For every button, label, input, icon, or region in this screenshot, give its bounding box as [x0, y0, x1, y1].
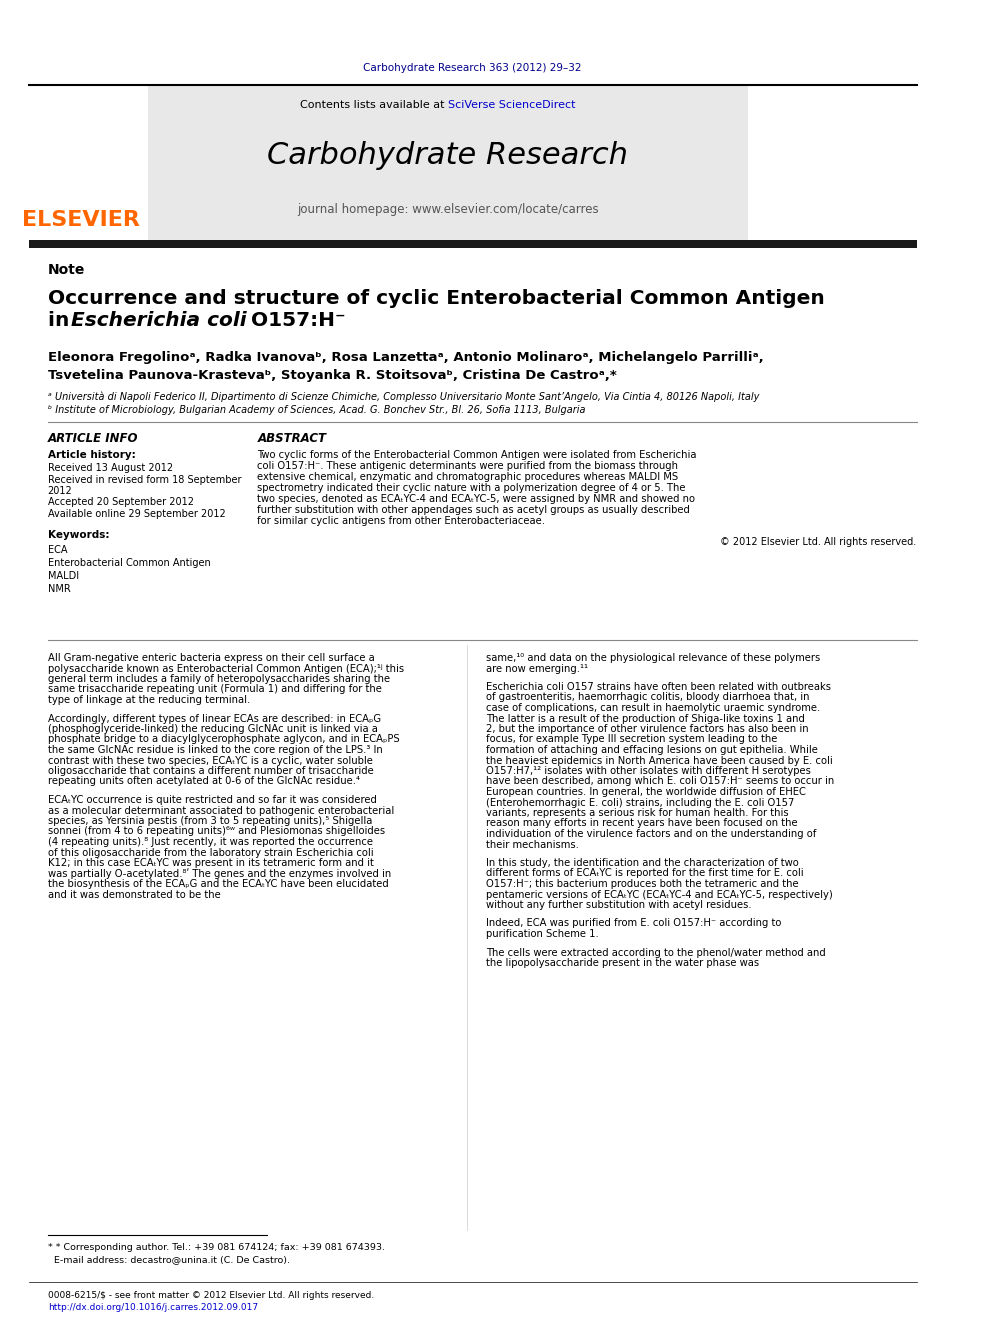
Text: coli O157:H⁻. These antigenic determinants were purified from the biomass throug: coli O157:H⁻. These antigenic determinan… [257, 460, 679, 471]
Text: ABSTRACT: ABSTRACT [257, 431, 326, 445]
Text: Escherichia coli: Escherichia coli [70, 311, 246, 329]
Text: same,¹⁰ and data on the physiological relevance of these polymers: same,¹⁰ and data on the physiological re… [486, 654, 820, 663]
Text: their mechanisms.: their mechanisms. [486, 840, 579, 849]
Text: O157:H7,¹² isolates with other isolates with different H serotypes: O157:H7,¹² isolates with other isolates … [486, 766, 810, 777]
Text: * * Corresponding author. Tel.: +39 081 674124; fax: +39 081 674393.: * * Corresponding author. Tel.: +39 081 … [48, 1244, 385, 1253]
Text: different forms of ECAₜYC is reported for the first time for E. coli: different forms of ECAₜYC is reported fo… [486, 868, 804, 878]
Text: MALDI: MALDI [48, 572, 78, 581]
Text: Received in revised form 18 September: Received in revised form 18 September [48, 475, 241, 486]
Text: two species, denoted as ECAₜYC-4 and ECAₜYC-5, were assigned by NMR and showed n: two species, denoted as ECAₜYC-4 and ECA… [257, 493, 695, 504]
Bar [29, 239, 917, 247]
Text: pentameric versions of ECAₜYC (ECAₜYC-4 and ECAₜYC-5, respectively): pentameric versions of ECAₜYC (ECAₜYC-4 … [486, 889, 832, 900]
Text: Tsvetelina Paunova-Krastevaᵇ, Stoyanka R. Stoitsovaᵇ, Cristina De Castroᵃ,*: Tsvetelina Paunova-Krastevaᵇ, Stoyanka R… [48, 369, 616, 381]
Text: species, as Yersinia pestis (from 3 to 5 repeating units),⁵ Shigella: species, as Yersinia pestis (from 3 to 5… [48, 816, 372, 826]
Text: reason many efforts in recent years have been focused on the: reason many efforts in recent years have… [486, 819, 798, 828]
Text: European countries. In general, the worldwide diffusion of EHEC: European countries. In general, the worl… [486, 787, 806, 796]
Text: K12; in this case ECAₜYC was present in its tetrameric form and it: K12; in this case ECAₜYC was present in … [48, 859, 374, 868]
Text: The latter is a result of the production of Shiga-like toxins 1 and: The latter is a result of the production… [486, 713, 805, 724]
Text: phosphate bridge to a diacylglycerophosphate aglycon, and in ECAₚPS: phosphate bridge to a diacylglycerophosp… [48, 734, 399, 745]
Text: the same GlcNAc residue is linked to the core region of the LPS.³ In: the same GlcNAc residue is linked to the… [48, 745, 382, 755]
Text: Available online 29 September 2012: Available online 29 September 2012 [48, 509, 225, 519]
Text: repeating units often acetylated at 0-6 of the GlcNAc residue.⁴: repeating units often acetylated at 0-6 … [48, 777, 360, 786]
Text: ARTICLE INFO: ARTICLE INFO [48, 431, 138, 445]
Text: oligosaccharide that contains a different number of trisaccharide: oligosaccharide that contains a differen… [48, 766, 373, 777]
Bar [148, 85, 748, 239]
Text: Enterobacterial Common Antigen: Enterobacterial Common Antigen [48, 558, 210, 568]
Text: Article history:: Article history: [48, 450, 135, 460]
Text: http://dx.doi.org/10.1016/j.carres.2012.09.017: http://dx.doi.org/10.1016/j.carres.2012.… [48, 1303, 258, 1312]
Text: ELSEVIER: ELSEVIER [22, 210, 140, 230]
Text: SciVerse ScienceDirect: SciVerse ScienceDirect [447, 101, 575, 110]
Text: type of linkage at the reducing terminal.: type of linkage at the reducing terminal… [48, 695, 250, 705]
Text: 2012: 2012 [48, 486, 72, 496]
Text: 0008-6215/$ - see front matter © 2012 Elsevier Ltd. All rights reserved.: 0008-6215/$ - see front matter © 2012 El… [48, 1290, 374, 1299]
Text: spectrometry indicated their cyclic nature with a polymerization degree of 4 or : spectrometry indicated their cyclic natu… [257, 483, 685, 493]
Text: formation of attaching and effacing lesions on gut epithelia. While: formation of attaching and effacing lesi… [486, 745, 817, 755]
Text: Indeed, ECA was purified from E. coli O157:H⁻ according to: Indeed, ECA was purified from E. coli O1… [486, 918, 782, 929]
Text: and it was demonstrated to be the: and it was demonstrated to be the [48, 889, 220, 900]
Text: journal homepage: www.elsevier.com/locate/carres: journal homepage: www.elsevier.com/locat… [297, 204, 599, 217]
Text: focus, for example Type III secretion system leading to the: focus, for example Type III secretion sy… [486, 734, 778, 745]
Text: the lipopolysaccharide present in the water phase was: the lipopolysaccharide present in the wa… [486, 958, 759, 968]
Text: Carbohydrate Research 363 (2012) 29–32: Carbohydrate Research 363 (2012) 29–32 [363, 64, 582, 73]
Text: as a molecular determinant associated to pathogenic enterobacterial: as a molecular determinant associated to… [48, 806, 394, 815]
Text: All Gram-negative enteric bacteria express on their cell surface a: All Gram-negative enteric bacteria expre… [48, 654, 374, 663]
Text: Carbohydrate Research: Carbohydrate Research [268, 140, 628, 169]
Text: © 2012 Elsevier Ltd. All rights reserved.: © 2012 Elsevier Ltd. All rights reserved… [720, 537, 917, 546]
Text: ᵃ Università di Napoli Federico II, Dipartimento di Scienze Chimiche, Complesso : ᵃ Università di Napoli Federico II, Dipa… [48, 392, 759, 402]
Text: Contents lists available at: Contents lists available at [300, 101, 447, 110]
Text: Received 13 August 2012: Received 13 August 2012 [48, 463, 173, 474]
Text: the heaviest epidemics in North America have been caused by E. coli: the heaviest epidemics in North America … [486, 755, 832, 766]
Text: (Enterohemorrhagic E. coli) strains, including the E. coli O157: (Enterohemorrhagic E. coli) strains, inc… [486, 798, 795, 807]
Text: Two cyclic forms of the Enterobacterial Common Antigen were isolated from Escher: Two cyclic forms of the Enterobacterial … [257, 450, 696, 460]
Text: Escherichia coli O157 strains have often been related with outbreaks: Escherichia coli O157 strains have often… [486, 681, 831, 692]
Text: In this study, the identification and the characterization of two: In this study, the identification and th… [486, 859, 799, 868]
Text: Eleonora Fregolinoᵃ, Radka Ivanovaᵇ, Rosa Lanzettaᵃ, Antonio Molinaroᵃ, Michelan: Eleonora Fregolinoᵃ, Radka Ivanovaᵇ, Ros… [48, 352, 764, 365]
Text: without any further substitution with acetyl residues.: without any further substitution with ac… [486, 900, 752, 910]
Text: The cells were extracted according to the phenol/water method and: The cells were extracted according to th… [486, 947, 825, 958]
Text: are now emerging.¹¹: are now emerging.¹¹ [486, 664, 588, 673]
Text: E-mail address: decastro@unina.it (C. De Castro).: E-mail address: decastro@unina.it (C. De… [48, 1256, 290, 1265]
Text: ECA: ECA [48, 545, 67, 556]
Text: polysaccharide known as Enterobacterial Common Antigen (ECA);¹ʲ this: polysaccharide known as Enterobacterial … [48, 664, 404, 673]
Text: Note: Note [48, 263, 85, 277]
Text: sonnei (from 4 to 6 repeating units)⁶ʷ and Plesiomonas shigelloides: sonnei (from 4 to 6 repeating units)⁶ʷ a… [48, 827, 385, 836]
Text: ᵇ Institute of Microbiology, Bulgarian Academy of Sciences, Acad. G. Bonchev Str: ᵇ Institute of Microbiology, Bulgarian A… [48, 405, 585, 415]
Text: same trisaccharide repeating unit (Formula 1) and differing for the: same trisaccharide repeating unit (Formu… [48, 684, 382, 695]
Text: (4 repeating units).⁸ Just recently, it was reported the occurrence: (4 repeating units).⁸ Just recently, it … [48, 837, 373, 847]
Text: of this oligosaccharide from the laboratory strain Escherichia coli: of this oligosaccharide from the laborat… [48, 848, 373, 857]
Text: for similar cyclic antigens from other Enterobacteriaceae.: for similar cyclic antigens from other E… [257, 516, 546, 527]
Text: in: in [48, 311, 76, 329]
Text: variants, represents a serious risk for human health. For this: variants, represents a serious risk for … [486, 808, 789, 818]
Text: individuation of the virulence factors and on the understanding of: individuation of the virulence factors a… [486, 830, 816, 839]
Text: have been described, among which E. coli O157:H⁻ seems to occur in: have been described, among which E. coli… [486, 777, 834, 786]
Text: Accordingly, different types of linear ECAs are described: in ECAₚG: Accordingly, different types of linear E… [48, 713, 381, 724]
Text: 2, but the importance of other virulence factors has also been in: 2, but the importance of other virulence… [486, 724, 808, 734]
Text: Occurrence and structure of cyclic Enterobacterial Common Antigen: Occurrence and structure of cyclic Enter… [48, 288, 824, 307]
Text: was partially O-acetylated.⁸ʹ The genes and the enzymes involved in: was partially O-acetylated.⁸ʹ The genes … [48, 868, 391, 878]
Text: ECAₜYC occurrence is quite restricted and so far it was considered: ECAₜYC occurrence is quite restricted an… [48, 795, 377, 804]
Text: NMR: NMR [48, 583, 70, 594]
Text: general term includes a family of heteropolysaccharides sharing the: general term includes a family of hetero… [48, 673, 390, 684]
Text: Accepted 20 September 2012: Accepted 20 September 2012 [48, 497, 193, 507]
Text: extensive chemical, enzymatic and chromatographic procedures whereas MALDI MS: extensive chemical, enzymatic and chroma… [257, 472, 679, 482]
Text: (phosphoglyceride-linked) the reducing GlcNAc unit is linked via a: (phosphoglyceride-linked) the reducing G… [48, 724, 378, 734]
Text: of gastroenteritis, haemorrhagic colitis, bloody diarrhoea that, in: of gastroenteritis, haemorrhagic colitis… [486, 692, 809, 703]
Text: purification Scheme 1.: purification Scheme 1. [486, 929, 599, 939]
Text: Keywords:: Keywords: [48, 531, 109, 540]
Text: case of complications, can result in haemolytic uraemic syndrome.: case of complications, can result in hae… [486, 703, 820, 713]
Text: further substitution with other appendages such as acetyl groups as usually desc: further substitution with other appendag… [257, 505, 690, 515]
Text: O157:H⁻; this bacterium produces both the tetrameric and the: O157:H⁻; this bacterium produces both th… [486, 878, 799, 889]
Text: contrast with these two species, ECAₜYC is a cyclic, water soluble: contrast with these two species, ECAₜYC … [48, 755, 373, 766]
Text: O157:H⁻: O157:H⁻ [244, 311, 345, 329]
Text: the biosynthesis of the ECAₚG and the ECAₜYC have been elucidated: the biosynthesis of the ECAₚG and the EC… [48, 878, 389, 889]
